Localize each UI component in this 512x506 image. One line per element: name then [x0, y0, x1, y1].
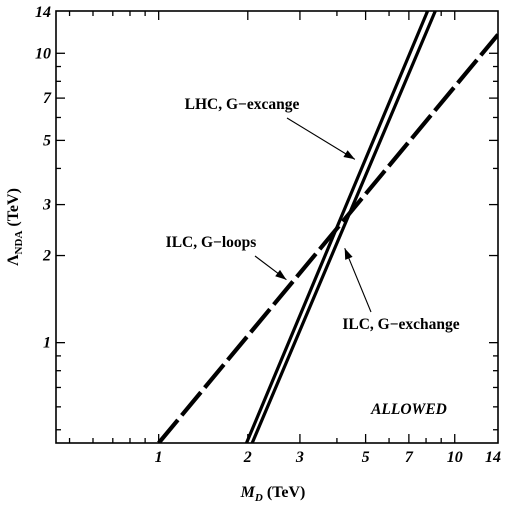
y-tick-label: 2	[42, 248, 51, 265]
series-line-2	[245, 11, 430, 443]
y-axis-title: ΛNDA (TeV)	[5, 188, 25, 266]
x-tick-label: 1	[155, 449, 163, 466]
series-line-1	[157, 33, 498, 443]
x-axis-title-unit: (TeV)	[263, 484, 306, 501]
x-axis-title-main: M	[240, 484, 256, 501]
annotation-arrowhead	[275, 269, 287, 280]
annotation-label: ILC, G−exchange	[342, 316, 459, 333]
y-tick-label: 7	[43, 90, 52, 107]
annotation-label: LHC, G−excange	[185, 96, 300, 113]
annotation-arrowhead	[344, 248, 353, 260]
x-tick-label: 3	[295, 449, 304, 466]
plot-frame	[55, 10, 499, 444]
x-tick-label: 2	[243, 449, 252, 466]
y-tick-label: 10	[35, 45, 51, 62]
ticks-group	[56, 11, 498, 443]
y-tick-label: 3	[42, 197, 51, 214]
annotations-group: LHC, G−excange ILC, G−loops ILC, G−exchang…	[166, 96, 460, 333]
x-tick-label: 5	[362, 449, 370, 466]
x-tick-label: 10	[447, 449, 463, 466]
tick-labels-group: 1 2 3 5 7 10 14 1 2 3 5 7 10 14	[35, 4, 501, 466]
y-tick-label: 14	[35, 4, 51, 21]
series-line-3	[250, 11, 437, 443]
x-axis-title: MD (TeV)	[240, 484, 306, 504]
y-tick-label: 5	[43, 132, 51, 149]
y-axis-title-subscript: NDA	[13, 231, 25, 255]
x-tick-label: 14	[485, 449, 501, 466]
plot-area	[55, 10, 499, 444]
annotation-arrow	[286, 117, 356, 160]
annotation-arrowhead	[343, 150, 355, 160]
x-tick-label: 7	[405, 449, 414, 466]
annotation-label: ILC, G−loops	[166, 234, 257, 251]
y-tick-label: 1	[43, 335, 51, 352]
x-axis-title-subscript: D	[254, 492, 263, 504]
annotation-arrow	[344, 248, 372, 313]
series-group	[157, 11, 498, 443]
allowed-region-label: ALLOWED	[370, 401, 447, 418]
y-axis-title-unit: (TeV)	[5, 188, 22, 231]
y-axis-title-main: Λ	[5, 254, 22, 266]
